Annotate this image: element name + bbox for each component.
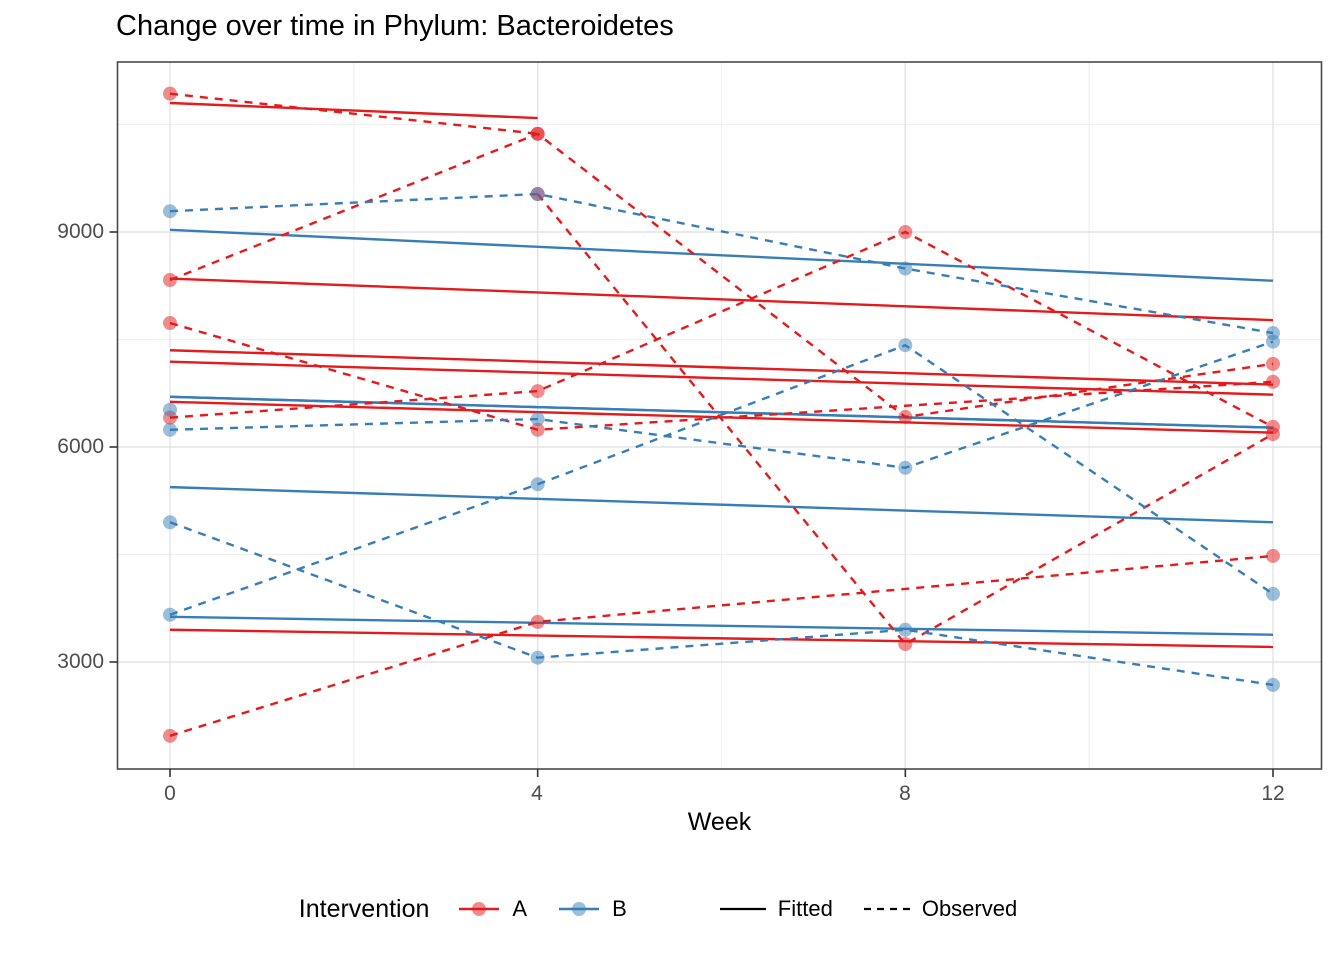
data-point-A2 (898, 409, 913, 424)
legend-key-b-point (572, 902, 587, 916)
legend: Intervention A B Fitted (0, 886, 1344, 932)
observed-line-B2 (169, 340, 1274, 470)
observed-line-A1 (169, 92, 538, 136)
y-tick-label-3000: 3000 (57, 650, 104, 673)
data-point-A1 (163, 86, 177, 101)
legend-key-fitted-icon (719, 907, 766, 911)
legend-label-observed: Observed (921, 896, 1018, 921)
fitted-line-A4 (169, 360, 1274, 396)
data-point-A3 (163, 316, 177, 331)
x-tick-label-0: 0 (164, 782, 176, 805)
y-tick-label-6000: 6000 (57, 435, 104, 458)
legend-key-a-icon (459, 902, 500, 916)
data-point-B1 (163, 204, 177, 219)
data-point-A6 (530, 614, 545, 629)
data-point-A2 (1266, 356, 1281, 371)
fitted-line-B1 (169, 228, 1274, 282)
legend-key-b-icon (559, 902, 600, 916)
legend-item-group-a: A (455, 896, 527, 922)
legend-key-a-point (472, 902, 487, 916)
observed-line-B4 (169, 521, 1274, 687)
observed-line-B1 (169, 192, 1274, 335)
data-point-B4 (163, 515, 177, 530)
data-point-A6 (1266, 548, 1281, 563)
data-point-A2 (530, 126, 545, 141)
legend-label-b: B (612, 896, 627, 921)
legend-key-observed-icon (863, 907, 910, 911)
plot-svg (109, 61, 1323, 777)
panel-border (116, 61, 1323, 770)
data-point-B2 (898, 460, 913, 475)
observed-line-A2 (169, 132, 1274, 419)
data-point-B2 (530, 412, 545, 427)
fitted-line-A2 (169, 277, 1274, 322)
x-tick-label-8: 8 (899, 782, 911, 805)
legend-item-group-b: B (555, 896, 627, 922)
legend-title: Intervention (298, 894, 430, 923)
x-tick-label-4: 4 (531, 782, 543, 805)
fitted-line-B3 (169, 395, 1274, 429)
data-point-B4 (1266, 677, 1281, 692)
fitted-line-B4 (169, 485, 1274, 524)
data-point-A4 (530, 384, 545, 399)
data-point-A5 (1266, 427, 1281, 442)
data-point-B2 (1266, 334, 1281, 349)
data-point-A3 (530, 422, 545, 437)
legend-label-a: A (512, 896, 528, 921)
data-point-A6 (163, 728, 177, 743)
data-point-B1 (530, 187, 545, 202)
observed-line-A6 (169, 554, 1274, 737)
data-point-B2 (163, 422, 177, 437)
x-axis-label: Week (687, 808, 752, 836)
data-point-A3 (1266, 374, 1281, 389)
data-point-B4 (530, 650, 545, 665)
chart-title: Change over time in Phylum: Bacteroidete… (116, 10, 674, 42)
legend-label-fitted: Fitted (777, 896, 833, 921)
data-point-A4 (898, 225, 913, 239)
data-point-B5 (163, 607, 177, 622)
observed-line-B5 (169, 343, 1274, 616)
data-point-B3 (163, 402, 177, 417)
data-point-B4 (898, 622, 913, 637)
x-tick-label-12: 12 (1261, 782, 1285, 805)
data-point-B5 (530, 477, 545, 492)
fitted-line-A3 (169, 349, 1274, 386)
fitted-line-A1 (169, 101, 538, 120)
data-point-A2 (163, 273, 177, 288)
observed-line-A4 (169, 230, 1274, 428)
legend-item-fitted: Fitted (717, 896, 833, 922)
fitted-line-B5 (169, 615, 1274, 636)
data-point-B5 (1266, 586, 1281, 601)
legend-item-observed: Observed (861, 896, 1017, 922)
data-point-B5 (898, 338, 913, 353)
fitted-line-A6 (169, 628, 1274, 649)
y-tick-label-9000: 9000 (57, 220, 104, 243)
data-point-B1 (898, 261, 913, 276)
data-point-A5 (898, 637, 913, 652)
